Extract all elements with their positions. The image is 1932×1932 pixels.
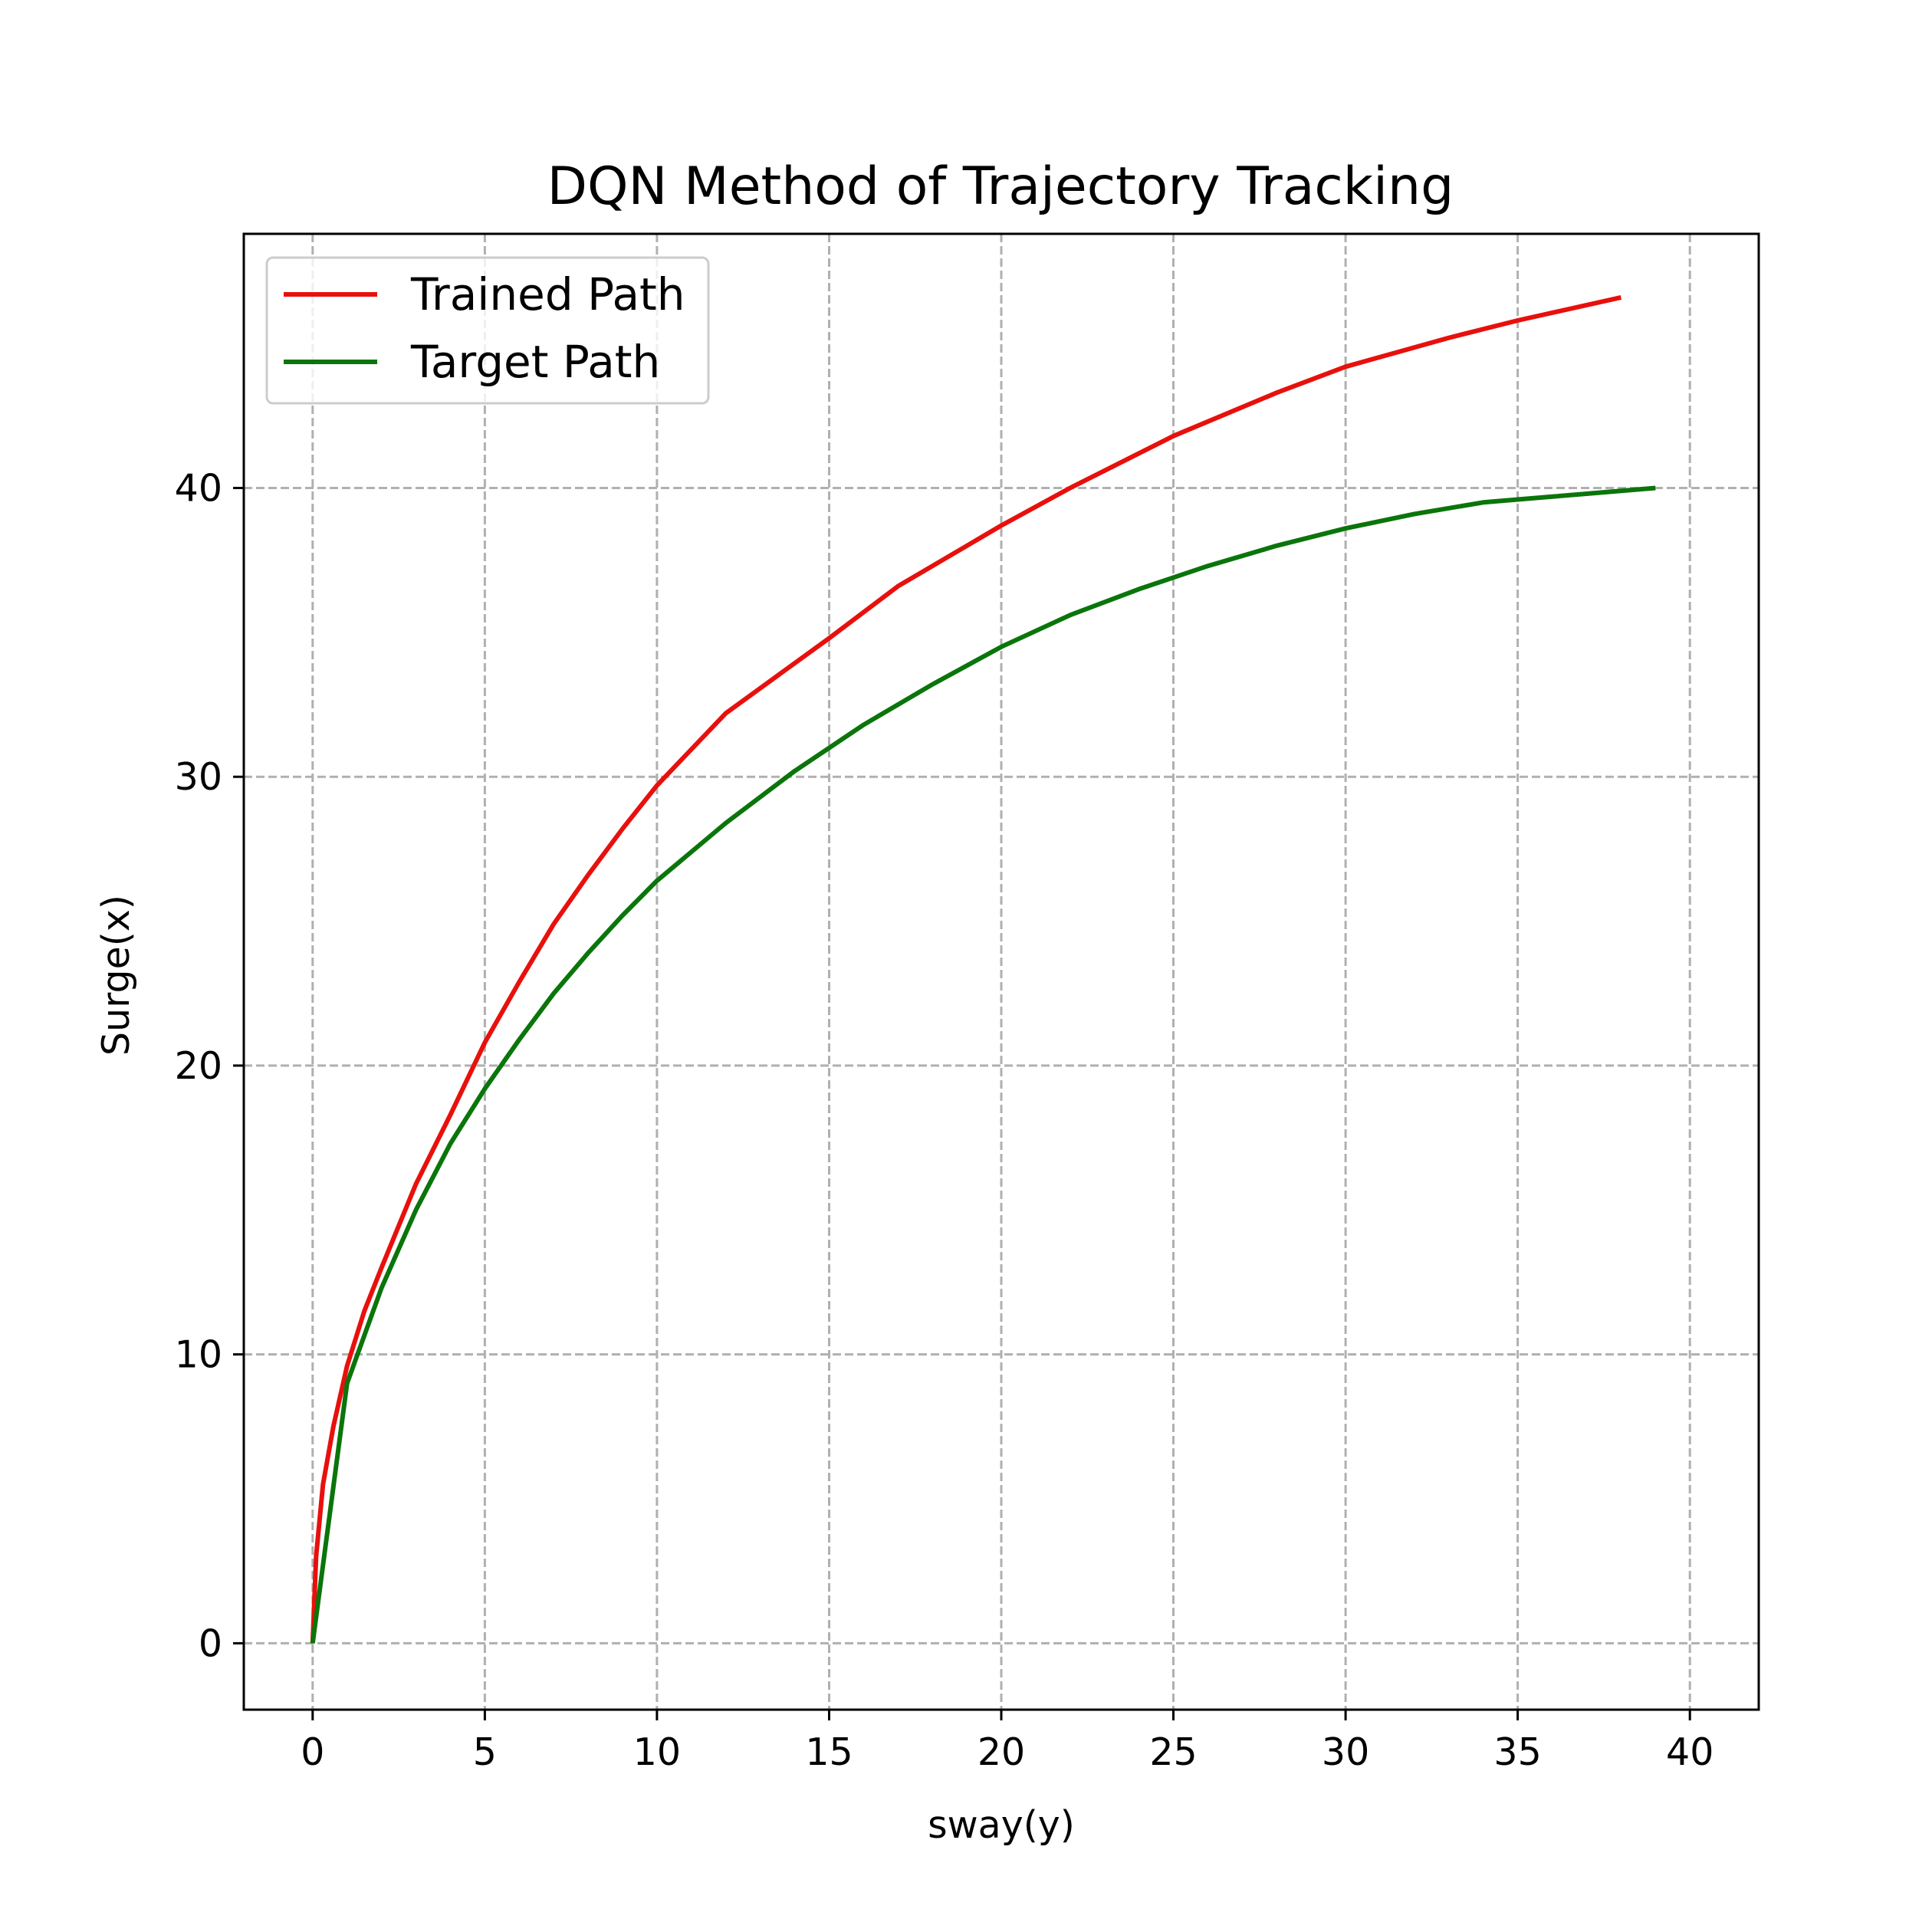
axis-ticks: 0 5 10 15 20 25 30 35 40 0 10 20 30 40 [175, 467, 1714, 1775]
x-tick-label: 35 [1493, 1730, 1541, 1774]
grid-lines [244, 234, 1759, 1710]
chart-title: DQN Method of Trajectory Tracking [547, 156, 1454, 217]
y-tick-label: 10 [175, 1333, 222, 1377]
x-axis-label: sway(y) [928, 1803, 1075, 1847]
x-tick-label: 10 [633, 1730, 681, 1774]
plot-series [310, 294, 1656, 1644]
y-axis-label: Surge(x) [94, 895, 138, 1056]
legend-label-trained-path: Trained Path [410, 268, 685, 320]
y-tick-label: 30 [175, 755, 222, 799]
x-tick-label: 30 [1322, 1730, 1369, 1774]
y-tick-label: 40 [175, 467, 222, 511]
x-tick-label: 15 [805, 1730, 853, 1774]
x-tick-label: 40 [1666, 1730, 1714, 1774]
y-tick-label: 20 [175, 1044, 222, 1088]
series-line-trained-path [310, 294, 1622, 1644]
x-tick-label: 0 [301, 1730, 324, 1774]
x-tick-label: 25 [1149, 1730, 1197, 1774]
legend-label-target-path: Target Path [410, 336, 660, 388]
x-tick-label: 20 [978, 1730, 1025, 1774]
series-line-target-path [310, 485, 1656, 1644]
y-tick-label: 0 [199, 1622, 222, 1665]
x-tick-label: 5 [473, 1730, 497, 1774]
legend: Trained Path Target Path [265, 256, 710, 405]
